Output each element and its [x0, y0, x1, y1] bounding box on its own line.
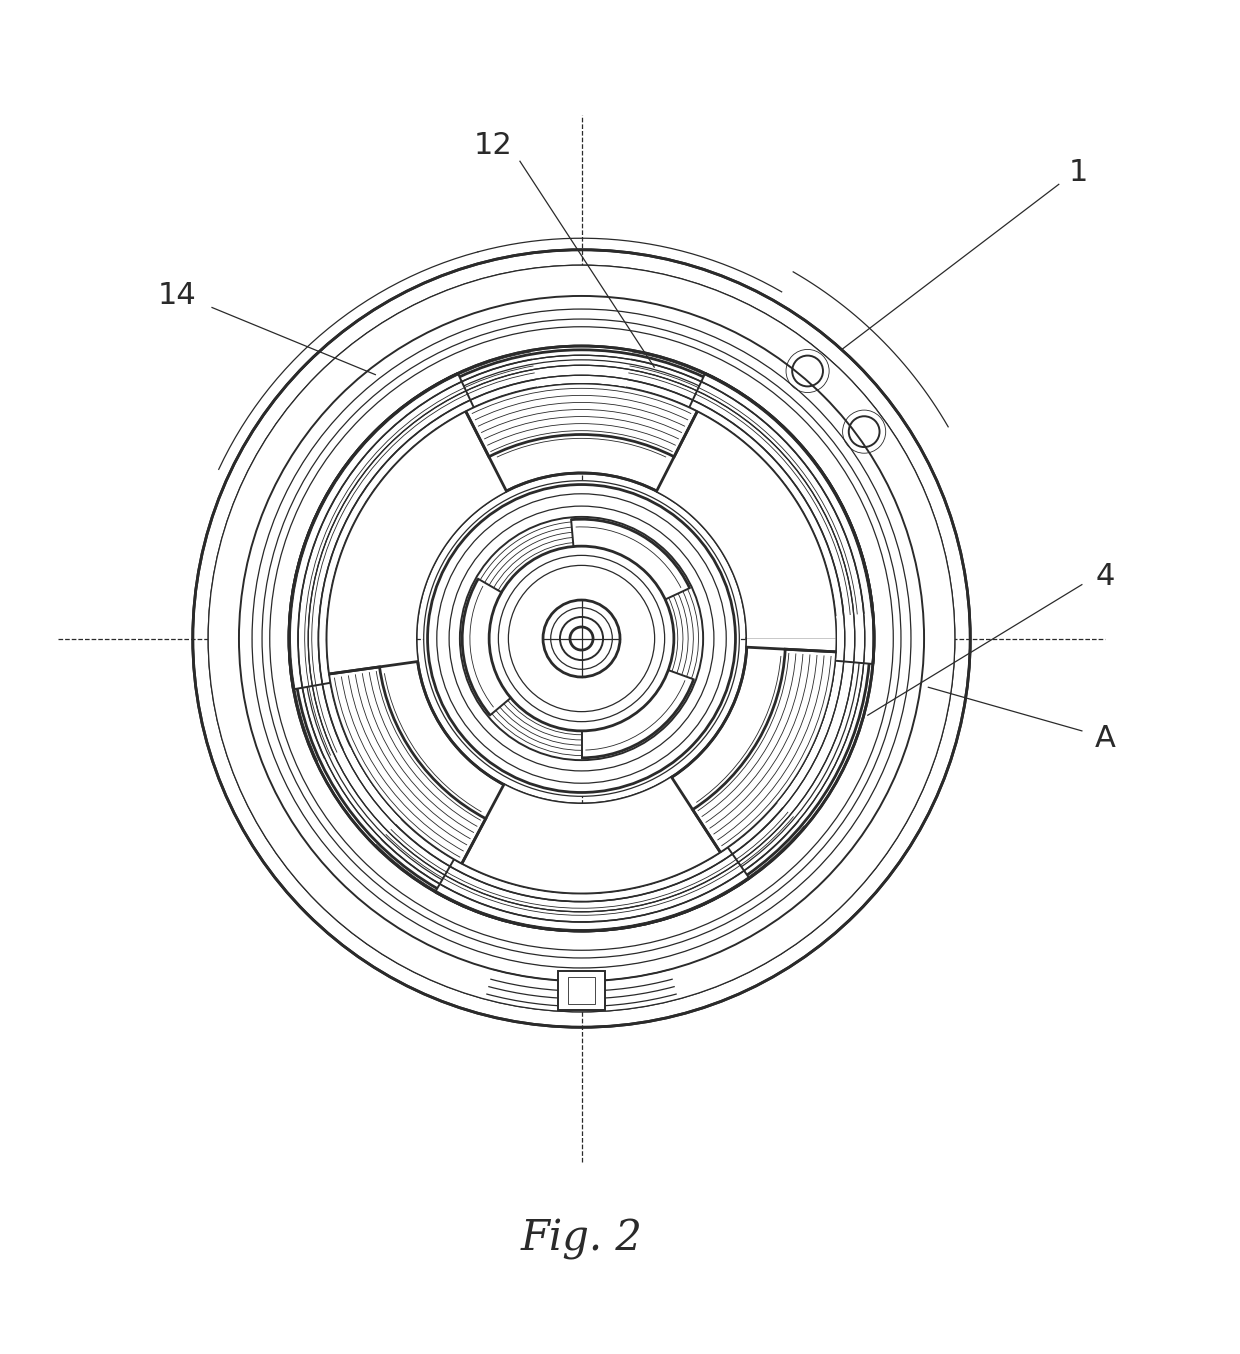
Text: 12: 12 [474, 131, 512, 160]
Text: 4: 4 [1095, 562, 1115, 592]
Polygon shape [746, 639, 836, 651]
Polygon shape [327, 412, 506, 674]
Polygon shape [693, 649, 836, 852]
Polygon shape [558, 971, 605, 1010]
Polygon shape [463, 777, 720, 892]
Polygon shape [466, 385, 697, 456]
Polygon shape [657, 412, 836, 639]
Polygon shape [330, 668, 486, 862]
Polygon shape [568, 978, 595, 1005]
Circle shape [424, 481, 739, 796]
Text: A: A [1095, 724, 1116, 753]
Polygon shape [208, 265, 955, 1011]
Text: Fig. 2: Fig. 2 [521, 1219, 642, 1261]
Polygon shape [252, 309, 911, 968]
Polygon shape [327, 385, 836, 892]
Text: 1: 1 [1069, 158, 1087, 187]
Text: 14: 14 [157, 282, 197, 310]
